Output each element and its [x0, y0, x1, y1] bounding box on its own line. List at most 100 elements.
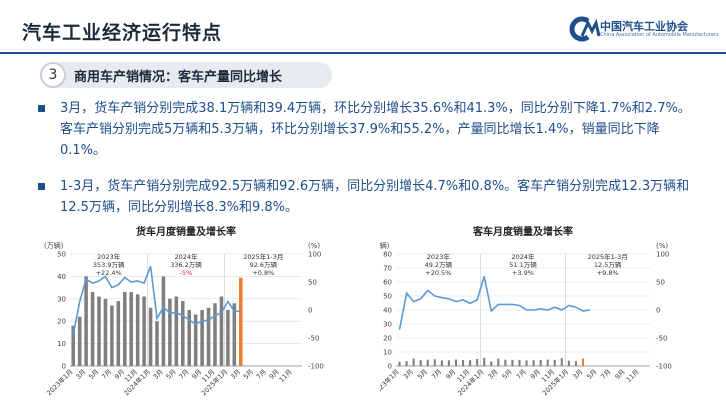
growth-rate-line: [398, 276, 591, 330]
y-left-tick: 50: [57, 251, 66, 259]
annotation-period: 2023年: [427, 252, 451, 261]
y-right-tick: 100: [656, 251, 669, 259]
y-left-tick: 40: [383, 307, 392, 315]
bar: [219, 296, 224, 366]
x-tick-label: 3月: [229, 368, 242, 381]
annotation-value: 12.5万辆: [594, 260, 622, 269]
bar: [433, 359, 436, 366]
bar: [161, 276, 166, 366]
x-tick-label: 3月: [152, 368, 165, 381]
bar: [206, 307, 211, 366]
bar: [476, 359, 479, 366]
logo-text-cn: 中国汽车工业协会: [600, 20, 688, 33]
annotation-value: 49.2万辆: [425, 260, 453, 269]
y-left-unit: (万辆): [380, 241, 390, 250]
caam-logo-icon: [569, 16, 601, 42]
y-left-tick: 50: [383, 293, 392, 301]
y-right-unit: (%): [656, 242, 668, 250]
bar: [103, 298, 108, 366]
chart-title: 货车月度销量及增长率: [136, 226, 236, 238]
y-left-tick: 20: [383, 335, 392, 343]
bar: [116, 301, 121, 366]
bar: [71, 325, 75, 366]
y-left-tick: 70: [383, 265, 392, 273]
x-tick-label: 7月: [255, 368, 268, 381]
bar: [419, 360, 422, 366]
y-right-tick: 100: [308, 251, 321, 259]
annotation-value: 51.1万辆: [509, 260, 537, 269]
y-left-tick: 30: [57, 295, 66, 303]
y-left-tick: 30: [383, 321, 392, 329]
bar: [232, 303, 237, 366]
bar: [497, 358, 500, 366]
y-right-unit: (%): [308, 242, 320, 250]
bar: [454, 359, 458, 366]
annotation-period: 2025年1-3月: [588, 252, 628, 261]
annotation-growth: +0.8%: [252, 269, 274, 277]
annotation-growth: +22.4%: [96, 269, 122, 277]
bar: [469, 360, 472, 366]
x-tick-label: 5月: [165, 368, 178, 381]
bar: [440, 360, 443, 366]
section-title: 商用车产销情况：客车产量同比增长: [74, 70, 283, 85]
bar: [483, 357, 486, 366]
bar: [426, 359, 429, 366]
bar: [405, 361, 408, 366]
bar: [567, 360, 570, 366]
bullet-square-icon: [38, 105, 45, 112]
bullet-item: 3月，货车产销分别完成38.1万辆和39.4万辆，环比分别增长35.6%和41.…: [38, 98, 698, 161]
y-left-tick: 10: [383, 349, 392, 357]
bar: [560, 358, 563, 366]
bar: [77, 316, 82, 366]
bar: [412, 358, 415, 366]
bar: [504, 359, 507, 366]
y-left-unit: (万辆): [44, 241, 64, 250]
bar: [90, 292, 95, 366]
bar: [84, 276, 88, 366]
x-tick-label: 7月: [515, 368, 528, 381]
bar: [200, 310, 204, 366]
annotation-period: 2024年: [511, 252, 535, 261]
annotation-value: 353.9万辆: [93, 260, 125, 269]
annotation-period: 2025年1-3月: [243, 252, 283, 261]
bullet-square-icon: [38, 183, 45, 190]
bar: [110, 305, 114, 366]
section-header: 3 商用车产销情况：客车产量同比增长: [40, 62, 332, 88]
bar: [511, 359, 514, 366]
section-number: 3: [40, 62, 66, 88]
x-tick-label: 5月: [87, 368, 100, 381]
bar: [553, 359, 556, 366]
bar: [447, 360, 450, 366]
chart-title: 客车月度销量及增长率: [472, 226, 573, 238]
bullet-item: 1-3月，货车产销分别完成92.5万辆和92.6万辆，同比分别增长4.7%和0.…: [38, 176, 698, 218]
x-tick-label: 7月: [430, 368, 443, 381]
page-title: 汽车工业经济运行特点: [22, 22, 223, 44]
y-right-tick: 50: [308, 279, 317, 287]
y-right-tick: 0: [656, 307, 660, 315]
x-tick-label: 5月: [585, 368, 598, 381]
y-left-tick: 0: [62, 363, 66, 371]
bar: [181, 301, 185, 366]
annotation-growth: -5%: [180, 269, 193, 277]
y-left-tick: 10: [57, 340, 66, 348]
truck-chart: 货车月度销量及增长率(万辆) (%)50403020100100500-50-10…: [44, 226, 324, 397]
x-tick-label: 2023年1月: [380, 367, 401, 397]
x-tick-label: 2023年1月: [44, 367, 74, 397]
x-tick-label: 5月: [501, 368, 514, 381]
bar: [525, 360, 528, 366]
bar: [574, 361, 577, 366]
y-right-tick: -100: [308, 363, 324, 371]
bar: [174, 296, 179, 366]
title-divider: [0, 52, 726, 54]
bar: [490, 361, 493, 366]
y-right-tick: -50: [308, 335, 319, 343]
y-left-tick: 60: [383, 279, 392, 287]
y-left-tick: 80: [383, 251, 392, 259]
x-tick-label: 3月: [487, 368, 500, 381]
bar: [135, 294, 140, 366]
bar: [97, 296, 101, 366]
y-left-tick: 40: [57, 273, 66, 281]
bar: [226, 310, 230, 366]
caam-logo: 中国汽车工业协会 China Association of Automobile…: [566, 14, 719, 48]
